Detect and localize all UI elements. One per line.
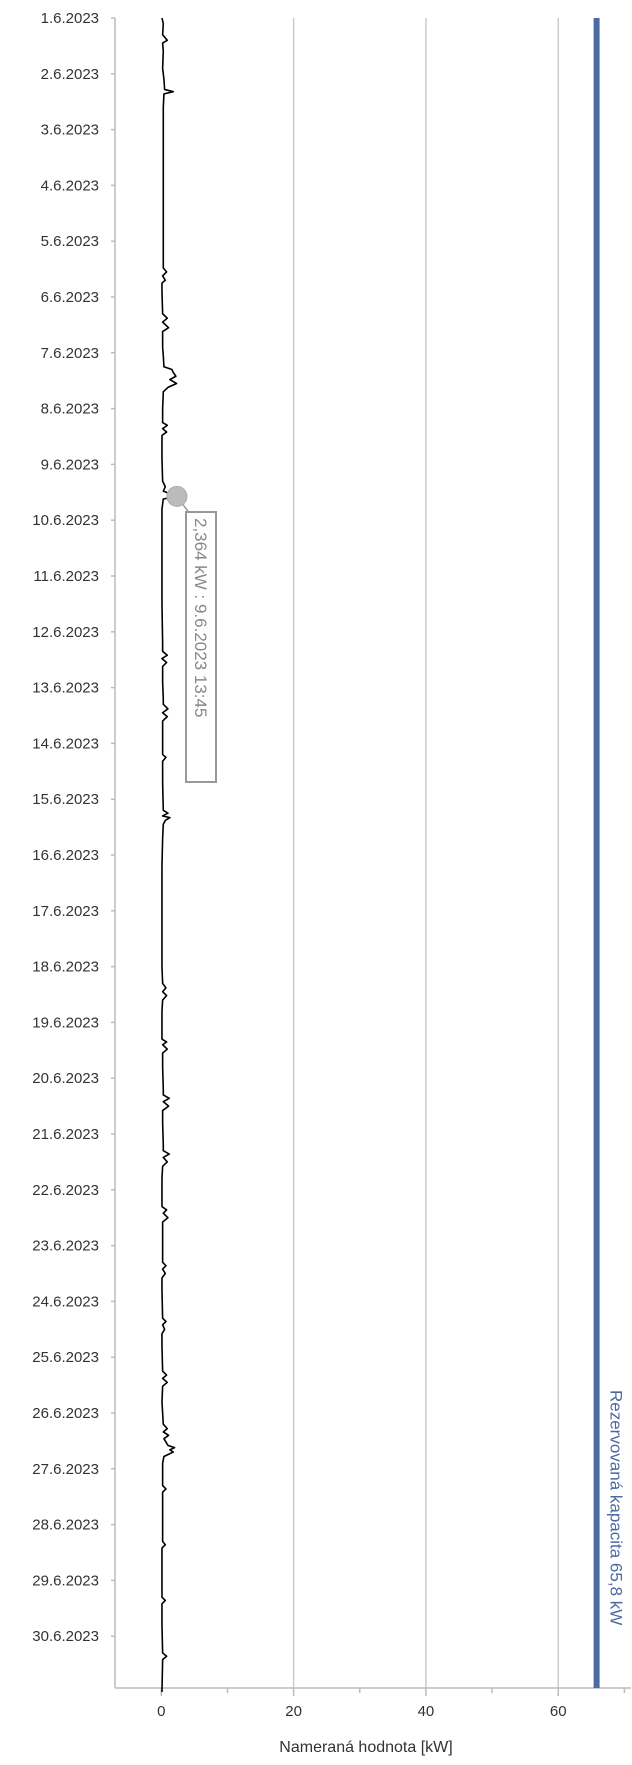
series-layer (161, 17, 178, 1693)
x-tick-label: 60 (550, 1703, 567, 1720)
annotation-box (185, 511, 217, 783)
y-tick-label: 11.6.2023 (33, 568, 99, 585)
y-tick-label: 15.6.2023 (32, 791, 99, 808)
y-tick-label: 24.6.2023 (32, 1293, 99, 1310)
x-tick-label: 0 (157, 1703, 165, 1720)
annotation-marker (166, 485, 188, 507)
reserved-capacity-label: Rezervovaná kapacita 65,8 kW (607, 1390, 626, 1625)
y-tick-label: 28.6.2023 (32, 1517, 99, 1534)
y-tick-label: 2.6.2023 (41, 66, 99, 83)
y-tick-label: 1.6.2023 (41, 10, 99, 27)
y-tick-label: 22.6.2023 (32, 1182, 99, 1199)
grid-layer (292, 18, 559, 1688)
y-tick-label: 8.6.2023 (41, 401, 99, 418)
y-tick-label: 13.6.2023 (32, 680, 99, 697)
y-tick-label: 9.6.2023 (41, 456, 99, 473)
y-tick-label: 4.6.2023 (41, 177, 99, 194)
y-tick-label: 16.6.2023 (32, 847, 99, 864)
y-tick-label: 21.6.2023 (32, 1126, 99, 1143)
y-tick-label: 17.6.2023 (32, 903, 99, 920)
y-tick-label: 18.6.2023 (32, 959, 99, 976)
y-tick-label: 20.6.2023 (32, 1070, 99, 1087)
y-tick-label: 25.6.2023 (32, 1349, 99, 1366)
annotation-label: 2,364 kW : 9.6.2023 13:45 (191, 518, 210, 717)
x-tick-label: 40 (418, 1703, 435, 1720)
y-tick-label: 3.6.2023 (41, 122, 99, 139)
y-tick-label: 10.6.2023 (32, 512, 99, 529)
y-tick-label: 12.6.2023 (32, 624, 99, 641)
y-tick-label: 5.6.2023 (41, 233, 99, 250)
y-tick-label: 7.6.2023 (41, 345, 99, 362)
series-line-measured (161, 17, 178, 1693)
annotation-layer: 2,364 kW : 9.6.2023 13:45 (166, 485, 217, 783)
y-tick-label: 23.6.2023 (32, 1238, 99, 1255)
reserved-capacity-layer: Rezervovaná kapacita 65,8 kW (593, 18, 626, 1688)
y-tick-label: 26.6.2023 (32, 1405, 99, 1422)
y-tick-label: 30.6.2023 (32, 1628, 99, 1645)
x-tick-label: 20 (285, 1703, 302, 1720)
axis-layer: 0 20 40 60 1.6.2023 2.6.2023 3.6.2023 4.6.2023 5… (32, 10, 631, 1720)
y-tick-label: 29.6.2023 (32, 1572, 99, 1589)
y-tick-label: 19.6.2023 (32, 1014, 99, 1031)
y-tick-label: 14.6.2023 (32, 735, 99, 752)
x-axis-label: Nameraná hodnota [kW] (279, 1739, 452, 1756)
y-tick-label: 6.6.2023 (41, 289, 99, 306)
y-tick-label: 27.6.2023 (32, 1461, 99, 1478)
